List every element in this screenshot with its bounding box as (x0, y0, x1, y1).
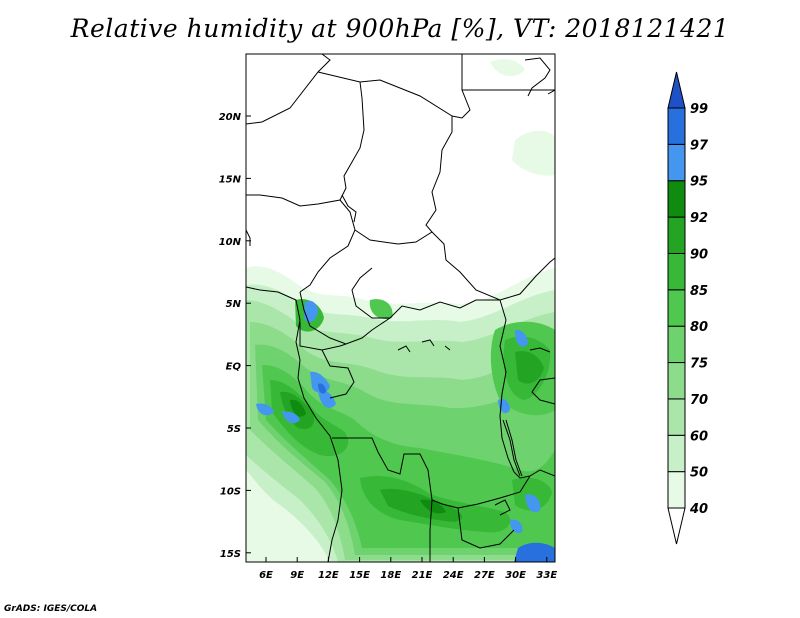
colorbar-upper-triangle (667, 71, 686, 109)
colorbar-level-label: 75 (690, 357, 708, 372)
x-tick-label: 12E (318, 570, 339, 581)
colorbar-level-label: 97 (690, 138, 709, 153)
humidity-field (246, 59, 555, 562)
colorbar-level-label: 60 (690, 429, 708, 444)
x-tick-label: 33E (536, 570, 557, 581)
colorbar-lower-triangle (667, 507, 686, 545)
colorbar-level-label: 99 (690, 102, 708, 117)
colorbar-level-label: 95 (690, 175, 708, 190)
colorbar-box (667, 362, 686, 400)
y-tick-label: 15N (219, 174, 242, 185)
y-tick-label: 10S (220, 486, 241, 497)
colorbar-level-label: 85 (690, 284, 708, 299)
colorbar-box (667, 180, 686, 218)
colorbar-level-label: 80 (690, 320, 708, 335)
y-axis: 20N 15N 10N 5N EQ 5S 10S 15S (219, 112, 251, 560)
y-tick-label: EQ (226, 362, 242, 373)
colorbar-level-label: 70 (690, 393, 708, 408)
x-tick-label: 15E (349, 570, 370, 581)
y-tick-label: 15S (220, 549, 241, 560)
x-tick-label: 30E (505, 570, 526, 581)
colorbar-box (667, 325, 686, 364)
colorbar-level-label: 40 (689, 502, 708, 517)
grads-credit: GrADS: IGES/COLA (4, 604, 98, 614)
map-frame (245, 53, 556, 563)
colorbar: 40 50 60 70 75 80 85 90 92 95 97 99 (667, 71, 709, 545)
y-tick-label: 5S (227, 424, 241, 435)
colorbar-box (667, 471, 686, 509)
colorbar-box (667, 107, 686, 145)
colorbar-box (667, 289, 686, 327)
colorbar-box (667, 216, 686, 254)
colorbar-level-label: 90 (690, 247, 708, 262)
x-tick-label: 24E (443, 570, 464, 581)
colorbar-level-label: 92 (690, 211, 708, 226)
map-title: Relative humidity at 900hPa [%], VT: 201… (70, 14, 730, 43)
colorbar-level-label: 50 (690, 466, 708, 481)
country-borders (246, 54, 555, 562)
colorbar-box (667, 398, 686, 436)
x-tick-label: 9E (290, 570, 304, 581)
x-tick-label: 18E (380, 570, 401, 581)
x-tick-label: 6E (259, 570, 273, 581)
colorbar-box (667, 434, 686, 473)
y-tick-label: 20N (219, 112, 242, 123)
x-axis: 6E 9E 12E 15E 18E 21E 24E 27E 30E 33E (259, 557, 557, 581)
colorbar-box (667, 252, 686, 291)
colorbar-box (667, 143, 686, 182)
x-tick-label: 21E (412, 570, 433, 581)
map-panel (246, 54, 555, 562)
y-tick-label: 5N (226, 299, 242, 310)
y-tick-label: 10N (219, 237, 242, 248)
x-tick-label: 27E (474, 570, 495, 581)
